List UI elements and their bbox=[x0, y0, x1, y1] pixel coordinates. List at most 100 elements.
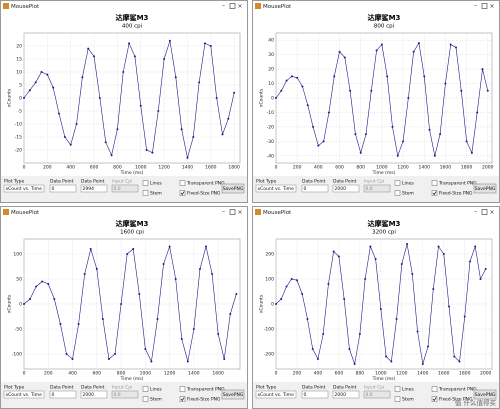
start-label: Data Point bbox=[50, 385, 74, 391]
start-input-box[interactable] bbox=[49, 390, 77, 399]
minimize-button[interactable]: – bbox=[474, 3, 477, 10]
y-tick-label: 50 bbox=[16, 277, 22, 283]
y-tick-label: 100 bbox=[13, 252, 22, 258]
y-tick-label: 10 bbox=[16, 70, 22, 76]
data-point bbox=[280, 89, 283, 92]
data-point bbox=[114, 353, 117, 355]
checkbox[interactable] bbox=[179, 180, 186, 186]
data-point bbox=[444, 82, 447, 85]
checkbox[interactable] bbox=[142, 180, 149, 186]
data-point bbox=[41, 280, 44, 283]
plot-type-select-box[interactable] bbox=[3, 184, 45, 193]
plot-type-label: Plot Type bbox=[256, 385, 276, 391]
y-tick-label: -100 bbox=[264, 327, 274, 333]
data-point bbox=[333, 75, 336, 78]
save-button[interactable] bbox=[473, 389, 497, 400]
x-tick-label: 200 bbox=[293, 165, 302, 171]
checkbox[interactable] bbox=[142, 396, 149, 402]
start-input: 0 bbox=[304, 392, 307, 398]
end-input-box[interactable] bbox=[80, 184, 108, 193]
data-point bbox=[385, 355, 388, 358]
minimize-button[interactable]: – bbox=[474, 209, 477, 216]
data-point bbox=[59, 323, 62, 325]
minimize-button[interactable]: – bbox=[222, 209, 225, 216]
maximize-button[interactable] bbox=[229, 3, 236, 9]
start-input-box[interactable] bbox=[301, 184, 329, 193]
x-tick-label: 800 bbox=[113, 165, 122, 171]
y-tick-label: -50 bbox=[15, 327, 22, 333]
start-input: 0 bbox=[52, 392, 55, 398]
data-point bbox=[365, 133, 367, 136]
start-input: 0 bbox=[52, 186, 55, 192]
data-point bbox=[63, 136, 66, 138]
checkbox[interactable] bbox=[394, 190, 401, 196]
data-point bbox=[133, 55, 136, 58]
start-input-box[interactable] bbox=[49, 184, 77, 193]
checkbox[interactable] bbox=[394, 180, 401, 186]
x-tick-label: 800 bbox=[117, 371, 126, 377]
x-tick-label: 1000 bbox=[135, 165, 147, 171]
data-point bbox=[358, 333, 361, 335]
save-button[interactable] bbox=[221, 389, 245, 400]
data-point bbox=[370, 89, 373, 92]
maximize-button[interactable] bbox=[229, 209, 236, 215]
data-point bbox=[386, 75, 389, 78]
cpi-input: 0.0 bbox=[366, 392, 373, 398]
data-point bbox=[98, 97, 101, 99]
close-button[interactable]: × bbox=[489, 3, 494, 10]
x-tick-label: 2000 bbox=[480, 371, 492, 377]
save-button[interactable] bbox=[473, 183, 497, 194]
plot-type-select-box[interactable] bbox=[255, 184, 297, 193]
checkbox[interactable] bbox=[179, 386, 186, 392]
title-bar bbox=[1, 207, 247, 217]
plot-type-select-box[interactable] bbox=[255, 390, 297, 399]
minimize-button[interactable]: – bbox=[222, 3, 225, 10]
close-button[interactable]: × bbox=[489, 209, 494, 216]
checkbox[interactable] bbox=[431, 190, 438, 196]
check-mark bbox=[180, 191, 185, 196]
checkbox[interactable] bbox=[179, 396, 186, 402]
data-point bbox=[217, 333, 220, 335]
start-input-box[interactable] bbox=[301, 390, 329, 399]
data-point bbox=[455, 46, 457, 49]
data-point bbox=[437, 245, 440, 248]
data-point bbox=[295, 279, 298, 282]
plot-type-select-box[interactable] bbox=[3, 390, 45, 399]
window-title: MousePlot bbox=[263, 210, 292, 216]
checkbox[interactable] bbox=[142, 386, 149, 392]
end-input-box[interactable] bbox=[332, 390, 360, 399]
x-tick-label: 1400 bbox=[417, 371, 429, 377]
checkbox[interactable] bbox=[394, 396, 401, 402]
window-title: MousePlot bbox=[11, 210, 40, 216]
data-point bbox=[180, 128, 183, 131]
checkbox[interactable] bbox=[431, 180, 438, 186]
window-title: MousePlot bbox=[11, 4, 40, 10]
maximize-button[interactable] bbox=[481, 209, 488, 215]
data-point bbox=[132, 248, 135, 250]
y-tick-label: -10 bbox=[15, 122, 22, 128]
maximize-button[interactable] bbox=[481, 3, 488, 9]
checkbox[interactable] bbox=[394, 386, 401, 392]
data-point bbox=[479, 278, 482, 280]
data-point bbox=[162, 263, 165, 265]
data-point bbox=[40, 71, 43, 73]
data-point bbox=[312, 125, 315, 128]
end-input-box[interactable] bbox=[80, 390, 108, 399]
close-button[interactable]: × bbox=[237, 209, 242, 216]
checkbox[interactable] bbox=[431, 386, 438, 392]
checkbox-label: Transparent PNG bbox=[438, 387, 477, 393]
data-point bbox=[343, 298, 346, 300]
x-tick-label: 1400 bbox=[188, 371, 200, 377]
save-button[interactable] bbox=[221, 183, 245, 194]
data-point bbox=[400, 263, 403, 265]
data-point bbox=[306, 318, 309, 320]
end-input-box[interactable] bbox=[332, 184, 360, 193]
checkbox[interactable] bbox=[179, 190, 186, 196]
y-tick-label: -5 bbox=[18, 109, 23, 115]
checkbox[interactable] bbox=[142, 190, 149, 196]
checkbox-label: Transparent PNG bbox=[186, 181, 225, 187]
close-button[interactable]: × bbox=[237, 3, 242, 10]
y-tick-label: 10 bbox=[268, 81, 274, 87]
checkbox[interactable] bbox=[431, 396, 438, 402]
data-point bbox=[104, 141, 107, 144]
